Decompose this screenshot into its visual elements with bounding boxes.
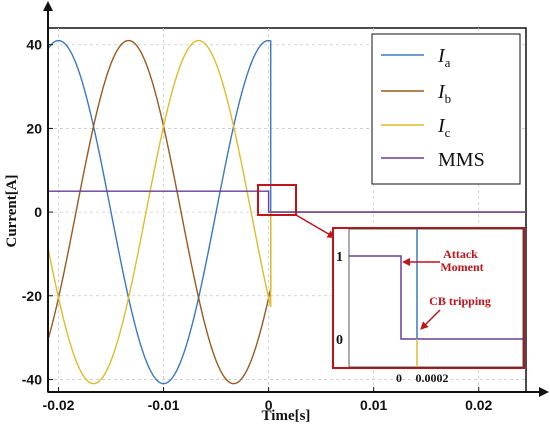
- y-tick-label: -20: [22, 288, 42, 304]
- x-tick-label: 0.02: [465, 397, 492, 413]
- y-tick-label: -40: [22, 371, 42, 387]
- inset: 1 0 0 0.0002 Attack Moment CB tripping: [332, 227, 525, 385]
- legend-item-ic: Ic: [381, 115, 451, 140]
- zoom-connector: [295, 214, 336, 239]
- y-ticks: -40 -20 0 20 40: [22, 37, 53, 387]
- legend-label-mms: MMS: [438, 149, 485, 171]
- series-ia-line: [48, 39, 526, 385]
- annotation-cb-tripping: CB tripping: [429, 294, 491, 308]
- legend-label-ib: I: [437, 81, 446, 103]
- y-tick-label: 20: [26, 120, 42, 136]
- legend-item-ia: Ia: [381, 45, 451, 70]
- x-ticks: -0.02 -0.01 0 0.01 0.02: [43, 387, 493, 413]
- x-tick-label: -0.02: [43, 397, 75, 413]
- legend-item-ib: Ib: [381, 81, 451, 106]
- legend-label-ic: I: [437, 115, 446, 137]
- series-ic-line: [48, 39, 526, 385]
- legend: Ia Ib Ic MMS: [371, 33, 521, 185]
- legend-label-ia: I: [437, 45, 446, 67]
- svg-text:Ic: Ic: [437, 115, 451, 140]
- zoom-box: [257, 184, 297, 216]
- inset-ytick-1: 1: [336, 250, 343, 265]
- zoom-callout: [257, 184, 336, 239]
- x-tick-label: 0.01: [360, 397, 387, 413]
- y-axis-label: Current[A]: [4, 174, 20, 247]
- legend-sub-ia: a: [445, 55, 451, 70]
- inset-mms-line: [349, 255, 523, 340]
- inset-plot: [348, 228, 524, 368]
- x-axis-label: Time[s]: [262, 408, 311, 424]
- svg-text:Ib: Ib: [437, 81, 451, 106]
- y-tick-label: 40: [26, 37, 42, 53]
- legend-item-mms: MMS: [381, 149, 485, 171]
- cb-arrow: [420, 309, 441, 330]
- inset-xtick-0002: 0.0002: [416, 371, 449, 385]
- series-layer: [48, 39, 526, 385]
- x-tick-label: -0.01: [148, 397, 180, 413]
- y-tick-label: 0: [34, 204, 42, 220]
- x-tick-label: 0: [265, 397, 273, 413]
- annotation-attack-moment: Attack Moment: [440, 247, 483, 274]
- legend-sub-ic: c: [445, 125, 451, 140]
- inset-xtick-0: 0: [396, 371, 402, 385]
- series-ib-line: [48, 39, 526, 385]
- inset-ytick-0: 0: [336, 333, 343, 348]
- legend-sub-ib: b: [445, 91, 452, 106]
- series-mms-line: [48, 190, 526, 213]
- svg-text:Ia: Ia: [437, 45, 451, 70]
